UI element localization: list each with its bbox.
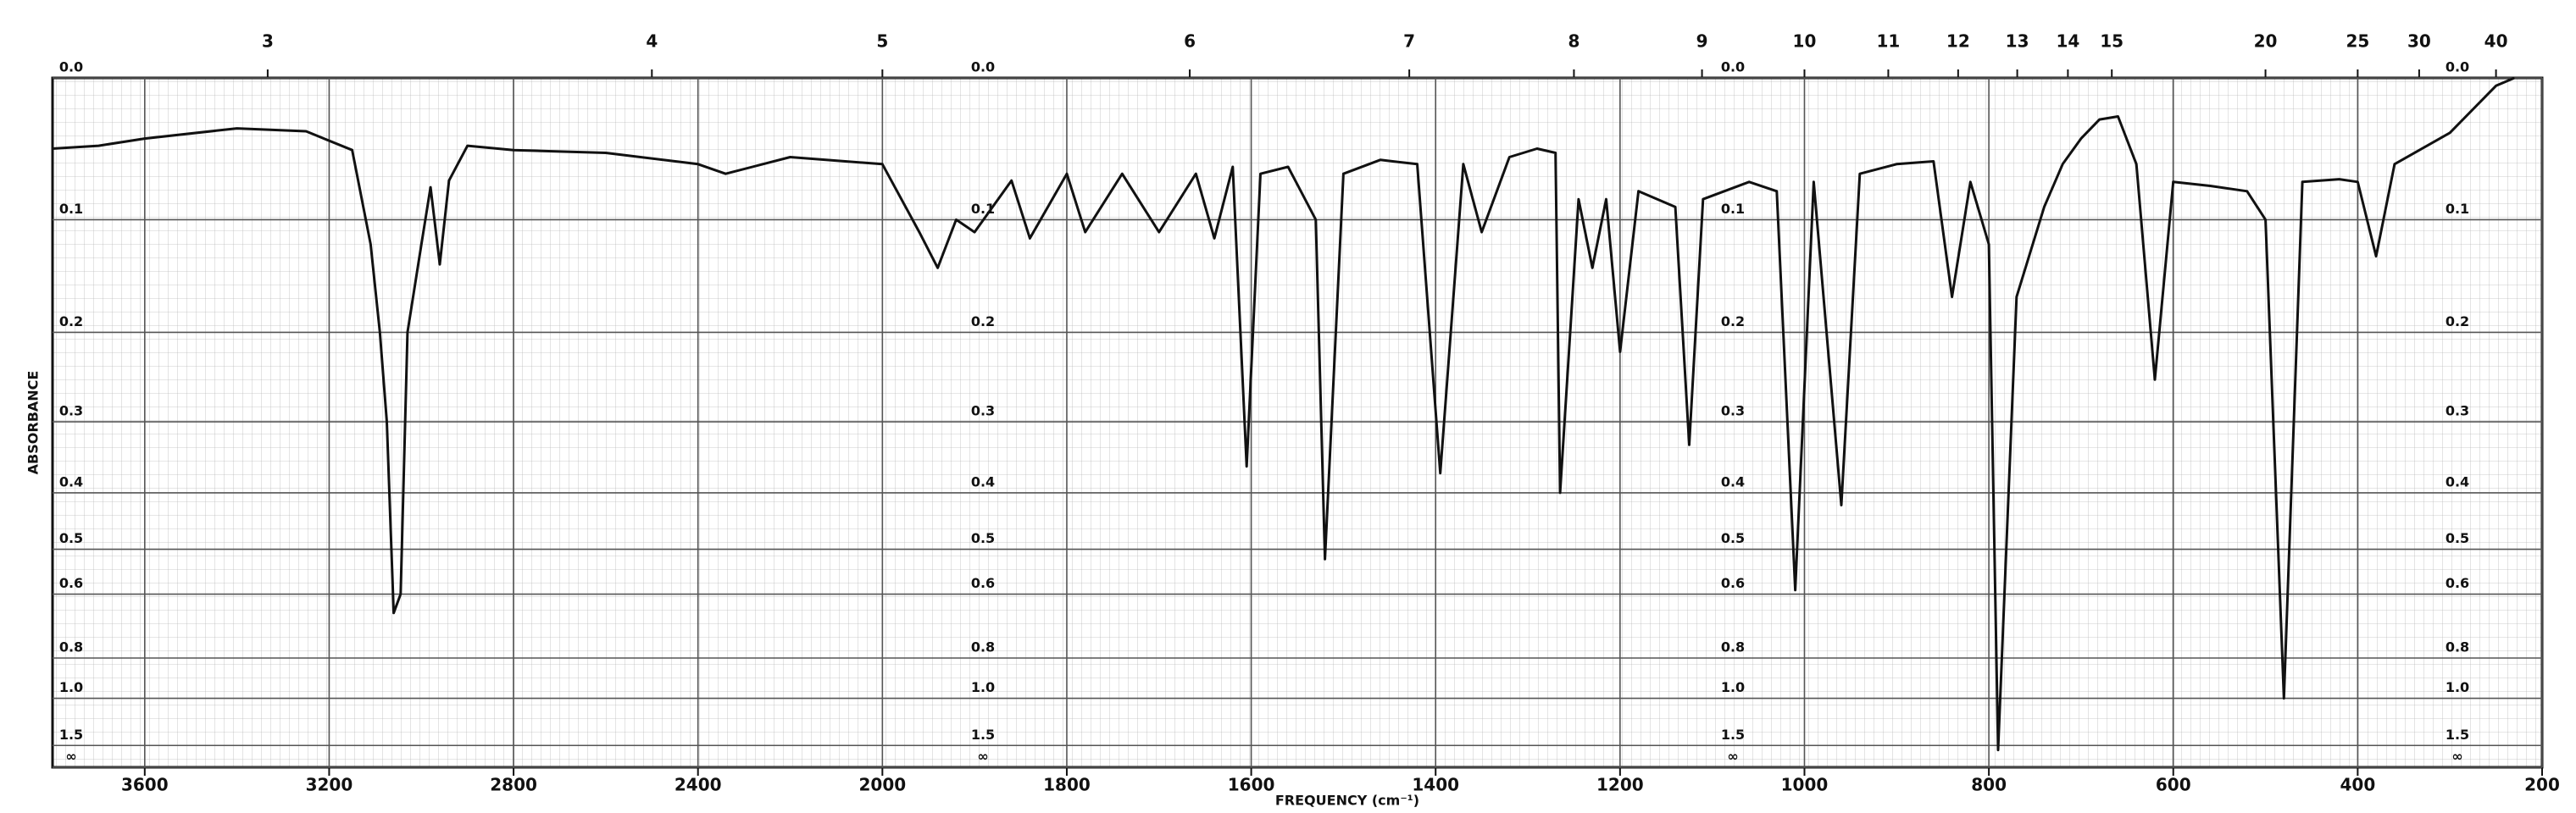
y-tick-label: 1.5 <box>971 727 995 743</box>
y-tick-label: 0.5 <box>971 530 995 546</box>
y-tick-label: 0.4 <box>2446 473 2469 489</box>
x-tick-label: 600 <box>2156 775 2191 795</box>
y-tick-label: 0.3 <box>1721 403 1745 419</box>
y-tick-label: ∞ <box>1727 749 1738 765</box>
y-tick-label: 0.1 <box>59 201 83 217</box>
top-tick-label: 12 <box>1946 31 1970 52</box>
y-tick-label: 0.1 <box>2446 201 2469 217</box>
y-tick-label: 0.3 <box>59 403 83 419</box>
y-tick-label: 0.4 <box>1721 473 1745 489</box>
y-tick-label: 0.6 <box>1721 575 1745 591</box>
top-tick-label: 30 <box>2407 31 2431 52</box>
y-tick-label: ∞ <box>2451 749 2462 765</box>
y-tick-label: 0.5 <box>1721 530 1745 546</box>
y-tick-label: 1.5 <box>2446 727 2469 743</box>
y-tick-label: 0.1 <box>1721 201 1745 217</box>
x-tick-label: 800 <box>1971 775 2007 795</box>
x-tick-label: 3600 <box>121 775 169 795</box>
y-tick-label: 0.6 <box>2446 575 2469 591</box>
x-tick-label: 3200 <box>306 775 353 795</box>
top-tick-label: 5 <box>876 31 888 52</box>
y-tick-label: 0.6 <box>971 575 995 591</box>
top-tick-label: 14 <box>2056 31 2079 52</box>
y-tick-label: 0.0 <box>971 59 995 75</box>
y-tick-label: 0.0 <box>1721 59 1745 75</box>
y-tick-label: 0.2 <box>971 313 995 329</box>
x-tick-label: 400 <box>2340 775 2375 795</box>
y-tick-label: 0.0 <box>2446 59 2469 75</box>
x-tick-label: 2000 <box>858 775 906 795</box>
x-tick-label: 2400 <box>675 775 722 795</box>
top-tick-label: 25 <box>2346 31 2369 52</box>
x-tick-label: 1800 <box>1043 775 1091 795</box>
graph-paper <box>53 78 2542 767</box>
y-tick-label: 0.8 <box>971 639 995 655</box>
y-tick-label: 0.5 <box>59 530 83 546</box>
x-tick-label: 1000 <box>1781 775 1829 795</box>
y-tick-label: 0.3 <box>971 403 995 419</box>
y-tick-label: ∞ <box>977 749 988 765</box>
top-tick-label: 7 <box>1403 31 1415 52</box>
y-tick-label: 0.0 <box>59 59 83 75</box>
top-tick-label: 6 <box>1184 31 1196 52</box>
y-tick-label: 0.2 <box>59 313 83 329</box>
y-tick-label: 0.4 <box>59 473 83 489</box>
y-tick-label: 0.2 <box>1721 313 1745 329</box>
y-tick-label: 0.8 <box>2446 639 2469 655</box>
y-tick-label: 1.0 <box>2446 679 2469 695</box>
y-tick-label: 0.4 <box>971 473 995 489</box>
top-tick-label: 3 <box>262 31 274 52</box>
y-tick-label: 0.8 <box>1721 639 1745 655</box>
x-tick-label: 200 <box>2524 775 2560 795</box>
y-tick-label: 1.5 <box>59 727 83 743</box>
x-tick-label: 1600 <box>1228 775 1275 795</box>
top-tick-label: 20 <box>2254 31 2278 52</box>
top-tick-label: 13 <box>2006 31 2029 52</box>
top-tick-label: 40 <box>2484 31 2508 52</box>
x-tick-label: 2800 <box>490 775 537 795</box>
y-tick-label: 0.8 <box>59 639 83 655</box>
y-tick-label: 1.0 <box>1721 679 1745 695</box>
y-tick-label: 1.0 <box>59 679 83 695</box>
y-tick-label: 0.5 <box>2446 530 2469 546</box>
x-tick-label: 1200 <box>1596 775 1644 795</box>
spectrum-line <box>52 76 2515 752</box>
y-tick-label: ∞ <box>65 749 76 765</box>
y-axis-label: ABSORBANCE <box>25 371 42 475</box>
top-tick-label: 9 <box>1696 31 1708 52</box>
top-tick-label: 11 <box>1876 31 1900 52</box>
y-tick-label: 0.2 <box>2446 313 2469 329</box>
x-tick-label: 1400 <box>1412 775 1459 795</box>
y-tick-label: 0.6 <box>59 575 83 591</box>
y-tick-label: 1.0 <box>971 679 995 695</box>
x-axis-label: FREQUENCY (cm⁻¹) <box>1275 793 1419 809</box>
y-tick-label: 1.5 <box>1721 727 1745 743</box>
y-tick-label: 0.3 <box>2446 403 2469 419</box>
top-tick-label: 10 <box>1793 31 1817 52</box>
top-tick-label: 15 <box>2100 31 2124 52</box>
top-tick-label: 8 <box>1568 31 1579 52</box>
top-tick-label: 4 <box>646 31 658 52</box>
